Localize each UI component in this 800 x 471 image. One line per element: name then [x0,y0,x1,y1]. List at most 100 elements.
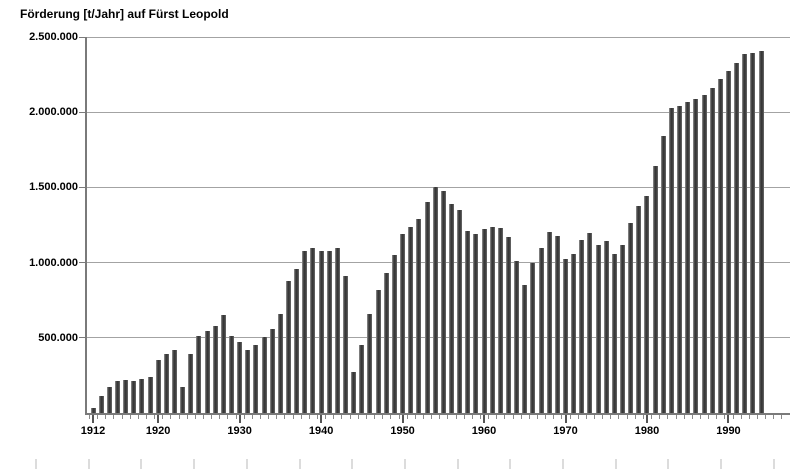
bar-1940 [318,250,324,413]
x-axis-minor-tick [325,415,327,419]
x-axis-minor-tick [431,415,433,419]
bar-1917 [131,381,137,413]
bar-1950 [400,234,406,413]
ruler-tick [772,459,775,469]
gridline [85,111,790,113]
x-axis-minor-tick [194,415,196,419]
x-axis-minor-tick [569,415,571,419]
ruler-tick [667,459,670,469]
x-axis-minor-tick [626,415,628,419]
bar-1953 [424,202,430,413]
x-axis-minor-tick [585,415,587,419]
x-axis-minor-tick [113,415,115,419]
ruler-tick [140,459,143,469]
bar-1976 [611,254,617,413]
bar-1975 [603,240,609,413]
bar-1970 [563,258,569,413]
bar-1966 [530,262,536,413]
ruler-tick [298,459,301,469]
x-axis-minor-tick [276,415,278,419]
bar-1933 [261,337,267,413]
x-axis-minor-tick [186,415,188,419]
bar-1983 [668,107,674,413]
x-axis-minor-tick [317,415,319,419]
bar-1949 [391,255,397,413]
x-axis-minor-tick [577,415,579,419]
x-axis-minor-tick [170,415,172,419]
x-axis-minor-tick [512,415,514,419]
y-axis-label: 1.000.000 [29,256,78,269]
bar-1912 [90,408,96,413]
x-axis-label: 1940 [308,425,334,437]
x-axis-minor-tick [691,415,693,419]
bar-1992 [742,53,748,413]
x-axis-minor-tick [463,415,465,419]
x-axis-minor-tick [88,415,90,419]
bar-1957 [457,209,463,413]
ruler-tick [35,459,37,469]
y-axis-tick [79,186,85,188]
bar-1936 [286,280,292,413]
ruler-tick [509,459,512,469]
x-axis-minor-tick [781,415,783,419]
bar-1924 [188,354,194,413]
bar-1973 [587,233,593,413]
bar-1944 [351,371,357,413]
x-axis-label: 1970 [553,425,578,437]
x-axis-minor-tick [268,415,270,419]
bar-1971 [571,253,577,413]
x-axis-minor-tick [357,415,359,419]
ruler-tick [193,459,196,469]
x-axis-major-tick [320,415,323,423]
bar-1984 [677,106,683,413]
bar-1982 [660,136,666,413]
x-axis-minor-tick [154,415,156,419]
x-axis-minor-tick [740,415,742,419]
bar-1972 [579,240,585,413]
bar-1963 [505,237,511,413]
bar-1946 [367,314,373,413]
y-axis-line [85,37,87,413]
bar-1962 [497,228,503,413]
bar-1918 [139,379,145,413]
x-axis-minor-tick [496,415,498,419]
ruler-tick [614,459,617,469]
bar-1974 [595,244,601,413]
bar-1955 [440,191,446,413]
bar-1987 [701,94,707,413]
x-axis-minor-tick [488,415,490,419]
x-axis-major-tick [157,415,160,423]
x-axis-minor-tick [561,415,563,419]
bar-1969 [554,236,560,413]
bar-1930 [237,342,243,413]
y-axis-tick [79,262,85,264]
x-axis-minor-tick [308,415,310,419]
x-axis-label: 1990 [716,425,741,437]
x-axis-minor-tick [651,415,653,419]
x-axis-minor-tick [634,415,636,419]
y-axis-label: 1.500.000 [29,181,78,194]
x-axis-minor-tick [211,415,213,419]
x-axis-major-tick [92,415,94,423]
x-axis-minor-tick [667,415,669,419]
x-axis-label: 1920 [145,425,171,437]
bar-1941 [326,250,332,413]
x-axis-major-tick [645,415,648,423]
bar-1938 [302,251,308,413]
y-axis-tick [79,337,85,339]
x-axis-minor-tick [618,415,620,419]
bar-1978 [628,222,634,413]
bar-1928 [220,315,226,413]
bar-1952 [416,218,422,413]
x-axis-minor-tick [349,415,351,419]
x-axis-minor-tick [145,415,147,419]
bar-1948 [383,273,389,413]
x-axis-label: 1950 [390,425,415,437]
bar-1927 [212,325,218,413]
x-axis-minor-tick [439,415,441,419]
bar-1993 [750,52,756,413]
bar-1925 [196,336,202,413]
ruler-tick [562,459,564,469]
x-axis-minor-tick [642,415,644,419]
